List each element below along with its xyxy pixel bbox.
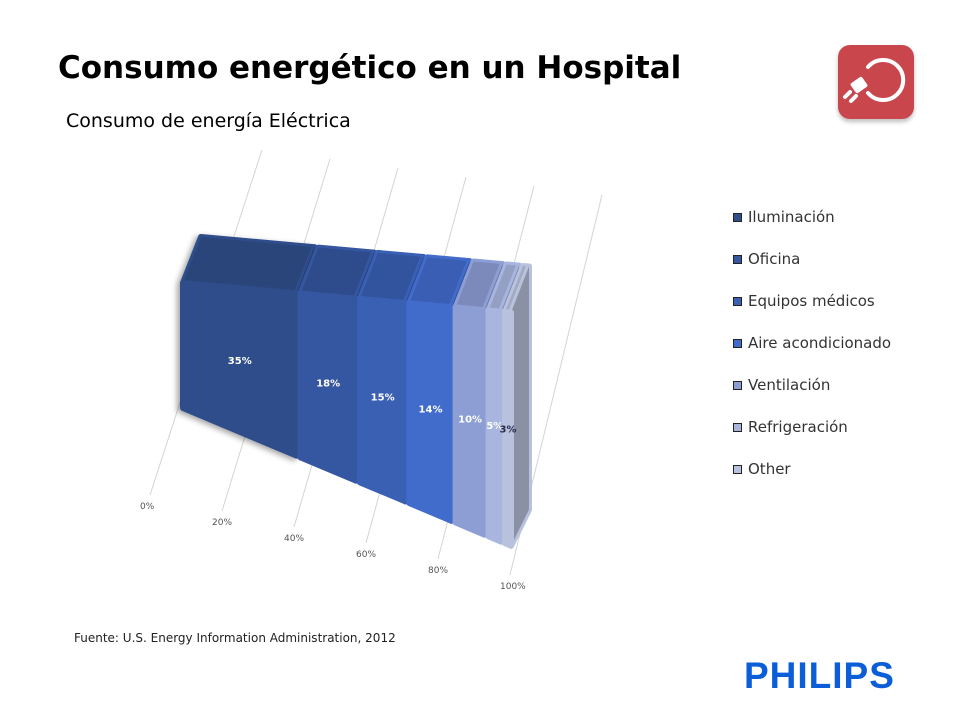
legend-label: Equipos médicos: [748, 292, 875, 310]
axis-tick-labels: 0% 20% 40% 60% 80% 100%: [140, 502, 526, 592]
legend-label: Other: [748, 460, 791, 478]
chart-title: Consumo de energía Eléctrica: [66, 110, 351, 132]
legend-swatch: [733, 422, 742, 432]
page-title: Consumo energético en un Hospital: [58, 50, 682, 86]
axis-tick-label: 40%: [284, 534, 304, 544]
bar-front-face: [180, 280, 300, 459]
legend: Iluminación Oficina Equipos médicos Aire ac…: [733, 196, 891, 490]
legend-swatch: [733, 380, 742, 390]
legend-swatch: [733, 212, 742, 222]
bar-front-face: [406, 300, 455, 524]
bar-top-shade: [488, 264, 520, 312]
axis-tick-label: 100%: [500, 582, 526, 592]
axis-tick-label: 0%: [140, 502, 155, 512]
data-label: 5%: [486, 421, 503, 432]
bar-top-shade: [300, 247, 374, 299]
legend-swatch: [733, 296, 742, 306]
legend-swatch: [733, 464, 742, 474]
data-label: 10%: [458, 415, 482, 426]
data-label: 3%: [500, 424, 517, 435]
bar-front-face: [485, 307, 505, 545]
data-label: 15%: [371, 392, 395, 403]
bar-group: 35% 18% 15% 14% 10% 5%3%: [180, 234, 532, 549]
axis-tick-label: 60%: [356, 550, 376, 560]
legend-item: Equipos médicos: [733, 280, 891, 322]
legend-label: Refrigeración: [748, 418, 848, 436]
legend-swatch: [733, 338, 742, 348]
legend-item: Oficina: [733, 238, 891, 280]
axis-tick-label: 20%: [212, 518, 232, 528]
data-label: 14%: [419, 405, 443, 416]
legend-label: Oficina: [748, 250, 801, 268]
axis-tick-label: 80%: [428, 566, 448, 576]
bar-top-shade: [455, 261, 503, 311]
legend-item: Refrigeración: [733, 406, 891, 448]
bar-segment: [502, 262, 532, 549]
source-note: Fuente: U.S. Energy Information Administ…: [74, 631, 396, 645]
brand-logo: PHILIPS: [744, 655, 895, 696]
legend-item: Aire acondicionado: [733, 322, 891, 364]
bar-front-face: [452, 304, 488, 538]
legend-label: Iluminación: [748, 208, 835, 226]
legend-item: Ventilación: [733, 364, 891, 406]
bar-side-shade: [511, 266, 529, 546]
legend-label: Aire acondicionado: [748, 334, 892, 352]
legend-item: Iluminación: [733, 196, 891, 238]
data-label: 18%: [316, 379, 340, 390]
bar-front-face: [297, 290, 359, 484]
bar-segment: [180, 234, 318, 459]
bar-front-face: [502, 308, 514, 549]
legend-label: Ventilación: [748, 376, 831, 394]
legend-item: Other: [733, 448, 891, 490]
data-label: 35%: [228, 356, 252, 367]
legend-swatch: [733, 254, 742, 264]
power-plug-icon: [838, 45, 914, 119]
bar-top-shade: [183, 237, 315, 294]
bar-front-face: [356, 295, 409, 505]
